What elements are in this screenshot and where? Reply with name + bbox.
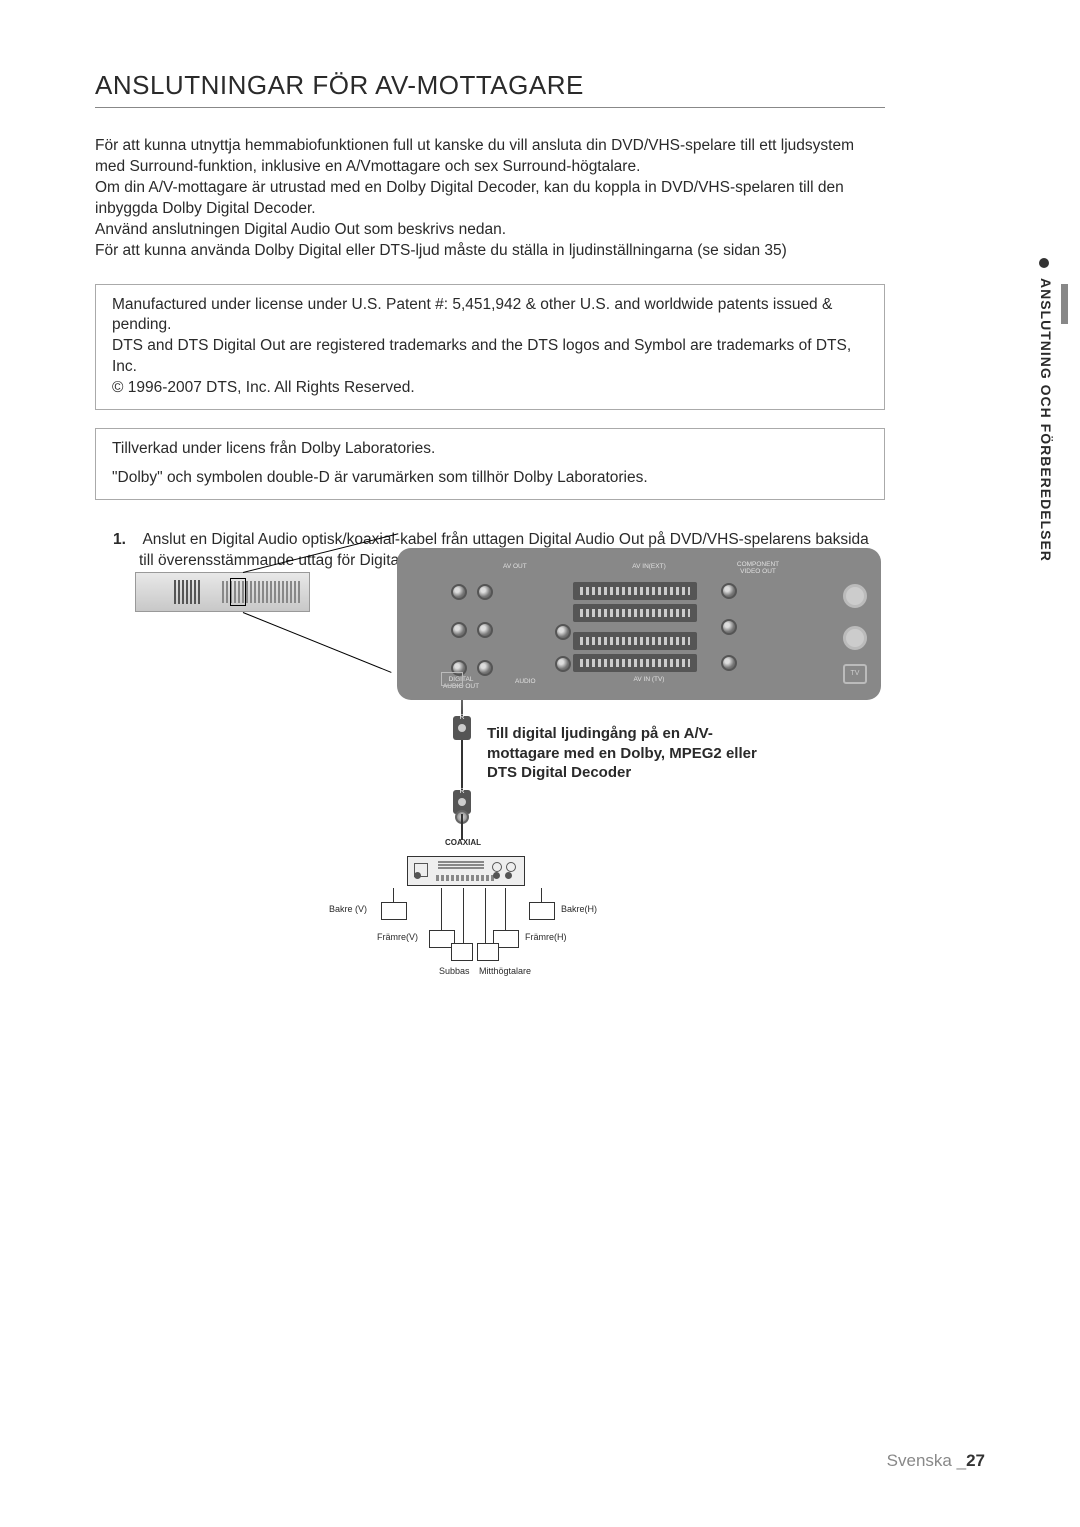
footer-page-number: 27 xyxy=(966,1451,985,1470)
label-av-in-ext: AV IN(EXT) xyxy=(619,563,679,570)
coaxial-plug-top: R xyxy=(453,716,471,740)
dolby-line2: "Dolby" och symbolen double-D är varumär… xyxy=(112,468,868,489)
intro-p3: Använd anslutningen Digital Audio Out so… xyxy=(95,221,506,238)
dolby-license-box: Tillverkad under licens från Dolby Labor… xyxy=(95,428,885,500)
rca-jacks-avout-l xyxy=(451,584,467,676)
tv-icon: TV xyxy=(843,664,867,684)
scart-ext xyxy=(573,582,697,626)
label-front-right: Främre(H) xyxy=(525,932,567,942)
rca-jacks-component xyxy=(721,583,737,671)
dts-line1: Manufactured under license under U.S. Pa… xyxy=(112,296,832,334)
sidebar-bullet-icon xyxy=(1039,258,1049,268)
player-back-panel: AV OUT AV IN(EXT) COMPONENT VIDEO OUT DI… xyxy=(397,548,881,700)
label-center: Mitthögtalare xyxy=(479,966,531,976)
intro-p1: För att kunna utnyttja hemmabiofunktione… xyxy=(95,137,854,175)
connection-diagram: AV OUT AV IN(EXT) COMPONENT VIDEO OUT DI… xyxy=(135,540,885,970)
cable-segment-3 xyxy=(461,814,463,840)
intro-p4: För att kunna använda Dolby Digital elle… xyxy=(95,242,787,259)
sidebar-tab: ANSLUTNING OCH FÖRBEREDELSER xyxy=(1026,250,1068,590)
cable-segment-2 xyxy=(461,740,463,790)
scart-tv xyxy=(573,632,697,676)
digital-out-box xyxy=(441,672,463,686)
speaker-layout: Bakre (V) Bakre(H) Främre(V) Främre(H) S… xyxy=(365,888,665,958)
label-rear-right: Bakre(H) xyxy=(561,904,597,914)
dts-line3: © 1996-2007 DTS, Inc. All Rights Reserve… xyxy=(112,379,415,396)
dolby-line1: Tillverkad under licens från Dolby Labor… xyxy=(112,439,868,460)
sidebar-bar xyxy=(1061,284,1068,324)
rca-jacks-avout-r xyxy=(477,584,493,676)
label-av-out: AV OUT xyxy=(503,563,527,570)
rca-jacks-audio xyxy=(555,624,571,666)
label-av-in-tv: AV IN (TV) xyxy=(619,676,679,683)
footer-separator: _ xyxy=(957,1451,966,1470)
title-rule xyxy=(95,107,885,108)
label-component: COMPONENT VIDEO OUT xyxy=(733,561,783,575)
label-rear-left: Bakre (V) xyxy=(329,904,367,914)
antenna-jack-2 xyxy=(843,626,867,650)
page-title: ANSLUTNINGAR FÖR AV-MOTTAGARE xyxy=(95,70,985,101)
plug-r-label-1: R xyxy=(453,714,471,721)
callout-text: Till digital ljudingång på en A/V-mottag… xyxy=(487,724,767,783)
plug-r-label-2: R xyxy=(453,788,471,795)
label-subbas: Subbas xyxy=(439,966,470,976)
label-front-left: Främre(V) xyxy=(377,932,418,942)
antenna-jack-1 xyxy=(843,584,867,608)
leader-line-1 xyxy=(243,533,398,573)
label-audio: AUDIO xyxy=(515,678,536,685)
sidebar-label: ANSLUTNING OCH FÖRBEREDELSER xyxy=(1038,278,1054,562)
dts-license-box: Manufactured under license under U.S. Pa… xyxy=(95,284,885,411)
dvd-vhs-player-icon xyxy=(135,572,310,612)
coaxial-label: COAXIAL xyxy=(445,838,481,847)
page-footer: Svenska _27 xyxy=(887,1451,985,1471)
av-receiver-icon xyxy=(407,856,525,886)
intro-p2: Om din A/V-mottagare är utrustad med en … xyxy=(95,179,844,217)
footer-language: Svenska xyxy=(887,1451,952,1470)
intro-block: För att kunna utnyttja hemmabiofunktione… xyxy=(95,136,885,262)
dts-line2: DTS and DTS Digital Out are registered t… xyxy=(112,337,851,375)
leader-line-2 xyxy=(243,612,392,673)
